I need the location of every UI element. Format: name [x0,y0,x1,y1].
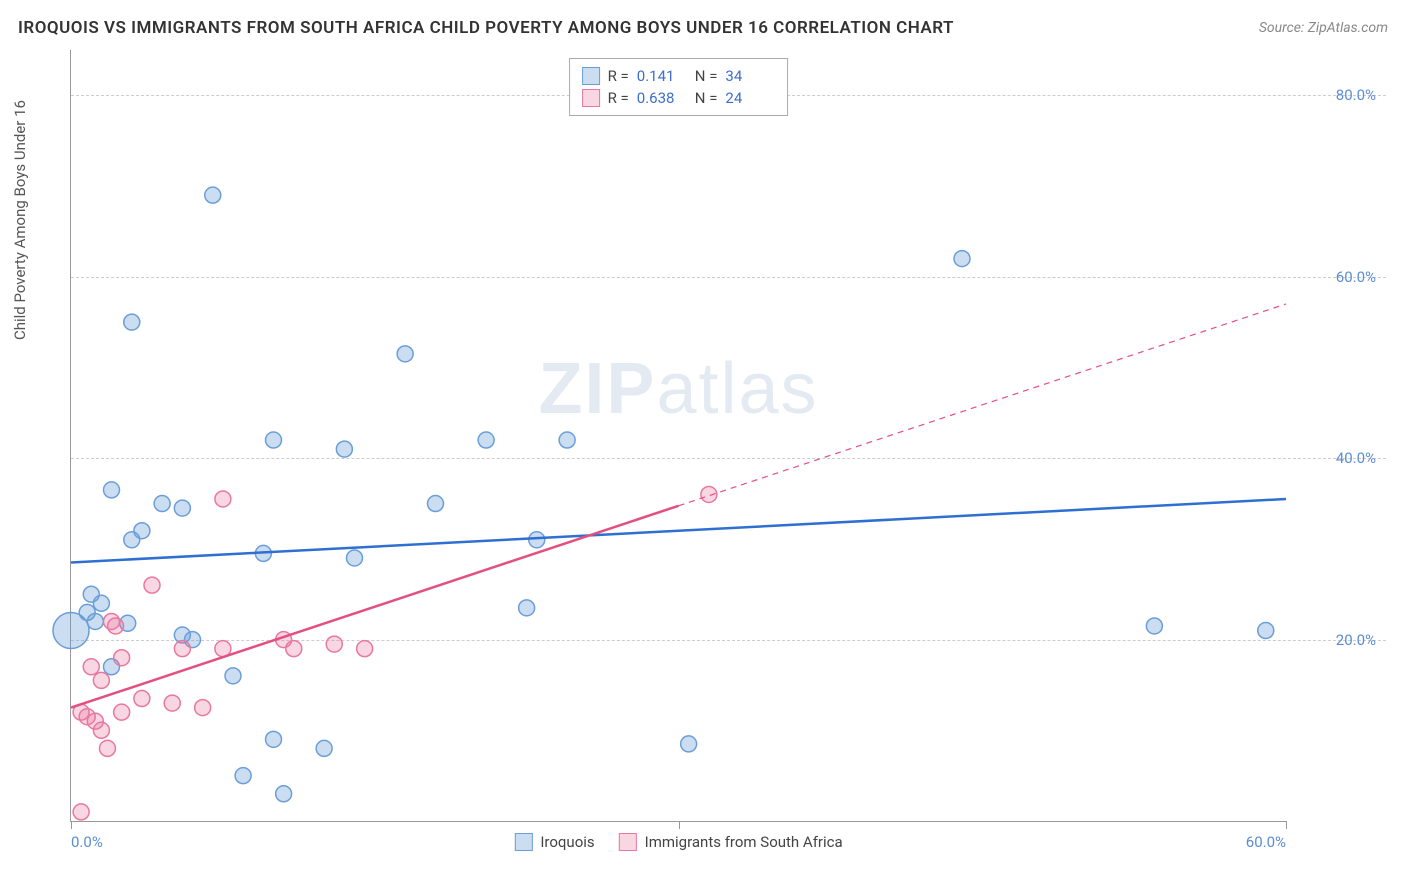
scatter-point [276,786,292,802]
scatter-point [99,740,115,756]
chart-header: IROQUOIS VS IMMIGRANTS FROM SOUTH AFRICA… [18,18,1388,38]
x-tick-label: 0.0% [71,833,103,851]
scatter-point [114,704,130,720]
legend-label-0: Iroquois [540,833,594,851]
scatter-point [154,496,170,512]
scatter-point [205,187,221,203]
x-tick [1286,821,1287,829]
scatter-point [134,523,150,539]
legend-swatch-0 [514,833,532,851]
scatter-point [104,482,120,498]
swatch-series-0 [582,67,600,85]
scatter-point [529,532,545,548]
scatter-point [336,441,352,457]
x-tick [71,821,72,829]
y-tick-label: 60.0% [1336,268,1376,286]
scatter-point [266,432,282,448]
scatter-point [83,659,99,675]
scatter-point [286,641,302,657]
trend-line [71,499,1286,562]
scatter-point [478,432,494,448]
scatter-point [174,500,190,516]
chart-container: Child Poverty Among Boys Under 16 ZIPatl… [50,50,1386,852]
scatter-point [73,804,89,820]
scatter-point [681,736,697,752]
stats-row-series-1: R = 0.638 N = 24 [582,87,776,109]
scatter-point [235,768,251,784]
legend-label-1: Immigrants from South Africa [645,833,843,851]
scatter-point [134,691,150,707]
scatter-point [225,668,241,684]
scatter-point [397,346,413,362]
scatter-point [87,613,103,629]
scatter-point [1258,623,1274,639]
stats-row-series-0: R = 0.141 N = 34 [582,65,776,87]
scatter-point [174,641,190,657]
scatter-point [316,740,332,756]
legend-swatch-1 [619,833,637,851]
scatter-point [559,432,575,448]
scatter-point [164,695,180,711]
series-legend: Iroquois Immigrants from South Africa [514,833,842,851]
trend-line-extrapolated [679,304,1287,506]
scatter-point [93,672,109,688]
scatter-point [144,577,160,593]
swatch-series-1 [582,89,600,107]
chart-title: IROQUOIS VS IMMIGRANTS FROM SOUTH AFRICA… [18,18,954,38]
scatter-point [93,722,109,738]
scatter-point [266,731,282,747]
scatter-point [114,650,130,666]
scatter-point [215,491,231,507]
source-credit: Source: ZipAtlas.com [1259,20,1388,36]
trend-line [71,506,679,708]
scatter-point [1146,618,1162,634]
scatter-point [124,314,140,330]
legend-item-1: Immigrants from South Africa [619,833,843,851]
x-tick [679,821,680,829]
scatter-point [347,550,363,566]
plot-area: ZIPatlas 20.0%40.0%60.0%80.0% R = 0.141 … [70,50,1286,822]
y-tick-label: 40.0% [1336,449,1376,467]
scatter-point [93,595,109,611]
stats-legend: R = 0.141 N = 34 R = 0.638 N = 24 [569,58,789,116]
y-tick-label: 80.0% [1336,86,1376,104]
legend-item-0: Iroquois [514,833,594,851]
scatter-point [954,251,970,267]
scatter-point [108,618,124,634]
scatter-point [519,600,535,616]
y-axis-label: Child Poverty Among Boys Under 16 [11,100,29,340]
scatter-point [326,636,342,652]
y-tick-label: 20.0% [1336,631,1376,649]
x-tick-label: 60.0% [1246,833,1286,851]
scatter-point [428,496,444,512]
scatter-plot-svg [71,50,1286,821]
scatter-point [357,641,373,657]
scatter-point [195,700,211,716]
